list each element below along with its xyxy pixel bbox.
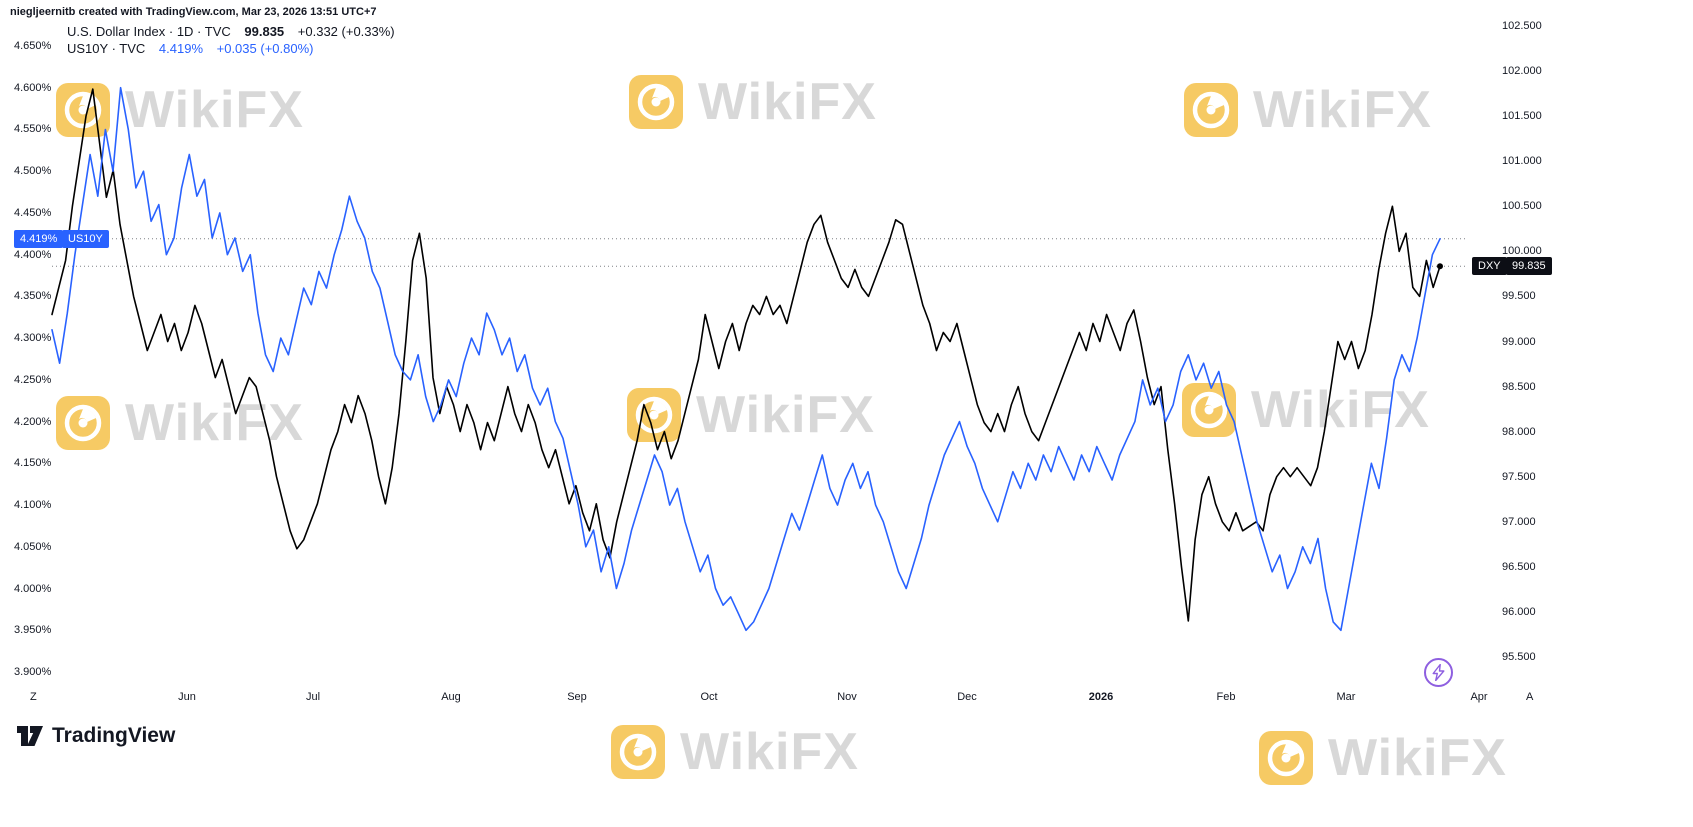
- left-axis-tick: 4.600%: [14, 81, 52, 94]
- tradingview-logo[interactable]: TradingView: [16, 724, 175, 748]
- time-axis-label: Apr: [1470, 691, 1488, 703]
- attribution-text: niegljeernitb created with TradingView.c…: [10, 6, 377, 18]
- right-axis-tick: 98.500: [1502, 380, 1536, 393]
- left-axis-tick: 4.450%: [14, 206, 52, 219]
- left-axis-tick: 4.500%: [14, 165, 52, 178]
- left-axis-tick: 3.950%: [14, 624, 52, 637]
- left-axis-tick: 4.200%: [14, 415, 52, 428]
- legend-us10y-change: +0.035 (+0.80%): [216, 41, 314, 56]
- left-axis-tick: 4.350%: [14, 290, 52, 303]
- dxy-symbol-tag: DXY: [1472, 257, 1507, 276]
- time-axis-label: Feb: [1216, 691, 1236, 703]
- legend-dxy-change: +0.332 (+0.33%): [297, 24, 395, 39]
- time-axis-label: Mar: [1336, 691, 1356, 703]
- dxy-price-label: 99.835: [1506, 257, 1552, 276]
- right-axis-tick: 99.000: [1502, 335, 1536, 348]
- right-axis-tick: 96.000: [1502, 605, 1536, 618]
- us10y-line: [51, 86, 1441, 632]
- right-axis-tick: 97.500: [1502, 470, 1536, 483]
- right-axis-tick: 98.000: [1502, 425, 1536, 438]
- tradingview-logo-icon: [17, 726, 43, 746]
- right-axis-tick: 100.500: [1502, 200, 1542, 213]
- left-axis-tick: 3.900%: [14, 666, 52, 678]
- chart-legend: U.S. Dollar Index · 1D · TVC 99.835 +0.3…: [67, 23, 395, 57]
- legend-dxy-title: U.S. Dollar Index · 1D · TVC: [67, 24, 231, 39]
- right-axis-tick: 97.000: [1502, 515, 1536, 528]
- us10y-symbol-tag: US10Y: [62, 229, 109, 248]
- legend-dxy-value: 99.835: [244, 24, 285, 39]
- us10y-price-label: 4.419%: [14, 229, 64, 248]
- time-axis-label: Sep: [567, 691, 587, 703]
- left-axis-tick: 4.100%: [14, 499, 52, 512]
- lightning-button[interactable]: [1424, 658, 1453, 687]
- right-axis-tick: 100.000: [1502, 245, 1542, 258]
- right-axis-tick: 95.500: [1502, 651, 1536, 663]
- right-axis-tick: 102.000: [1502, 65, 1542, 78]
- left-axis-tick: 4.650%: [14, 40, 52, 52]
- legend-us10y-title: US10Y · TVC: [67, 41, 146, 56]
- time-axis-label: Jun: [178, 691, 196, 703]
- lightning-icon: [1432, 664, 1445, 681]
- time-axis-edge-left: Z: [30, 691, 37, 703]
- dxy-last-price-dot: [1437, 263, 1443, 270]
- left-axis-tick: 4.250%: [14, 373, 52, 386]
- left-axis-tick: 4.050%: [14, 540, 52, 553]
- time-axis-label: 2026: [1088, 691, 1114, 703]
- legend-row-us10y[interactable]: US10Y · TVC 4.419% +0.035 (+0.80%): [67, 40, 395, 57]
- time-axis-label: Aug: [441, 691, 461, 703]
- dxy-line: [51, 88, 1441, 622]
- legend-row-dxy[interactable]: U.S. Dollar Index · 1D · TVC 99.835 +0.3…: [67, 23, 395, 40]
- left-axis-tick: 4.150%: [14, 457, 52, 470]
- right-axis-tick: 102.500: [1502, 20, 1542, 32]
- legend-us10y-value: 4.419%: [158, 41, 203, 56]
- right-axis-tick: 101.500: [1502, 110, 1542, 123]
- left-axis-tick: 4.550%: [14, 123, 52, 136]
- tradingview-logo-text: TradingView: [52, 724, 176, 747]
- left-axis-tick: 4.400%: [14, 248, 52, 261]
- time-axis-label: Oct: [700, 691, 718, 703]
- right-axis-tick: 99.500: [1502, 290, 1536, 303]
- left-axis-tick: 4.300%: [14, 332, 52, 345]
- left-axis-tick: 4.000%: [14, 582, 52, 595]
- right-axis-tick: 101.000: [1502, 155, 1542, 168]
- time-axis-label: Nov: [837, 691, 857, 703]
- right-axis-tick: 96.500: [1502, 560, 1536, 573]
- time-axis-label: Jul: [305, 691, 321, 703]
- time-axis-label: Dec: [957, 691, 977, 703]
- time-axis-edge-right: A: [1526, 691, 1534, 703]
